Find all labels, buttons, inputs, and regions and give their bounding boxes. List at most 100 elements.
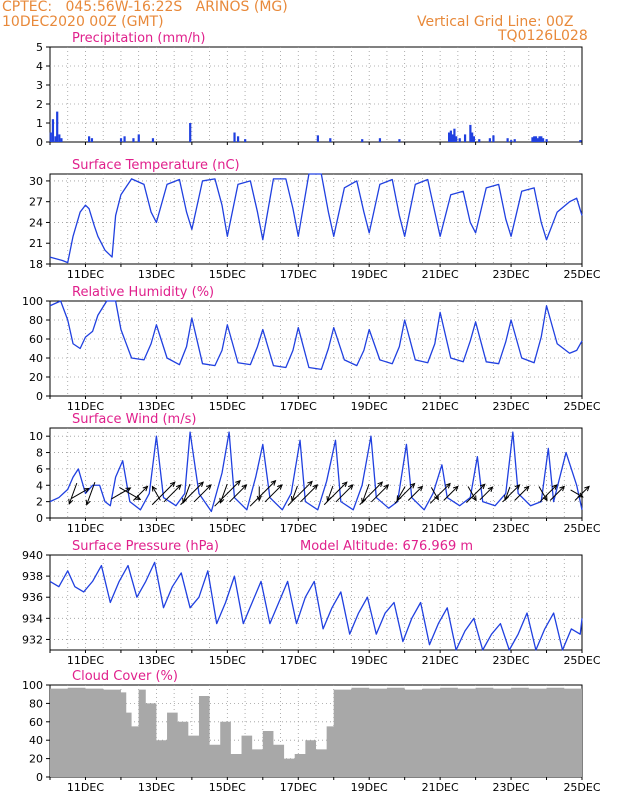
wind-arrow-shaft <box>407 486 423 501</box>
cloud-title: Cloud Cover (%) <box>72 669 178 684</box>
header-grid-line: Vertical Grid Line: 00Z <box>417 14 574 30</box>
precip-bar <box>361 139 364 142</box>
wind-arrow-shaft <box>502 484 520 503</box>
precip-bar <box>137 134 140 142</box>
humidity-ytick-label: 60 <box>29 333 43 346</box>
wind-arrow-head <box>277 484 283 490</box>
wind-arrow-head <box>559 485 566 492</box>
wind-xtick-label: 23DEC <box>493 522 530 535</box>
wind-arrow-head <box>169 481 176 488</box>
wind-arrow-shaft <box>291 485 298 502</box>
wind-arrow-shaft <box>504 486 511 501</box>
cloud-ytick-label: 100 <box>22 679 43 692</box>
temperature-xtick-label: 21DEC <box>422 268 459 281</box>
wind-xtick-label: 11DEC <box>67 522 104 535</box>
precip-bar <box>455 136 458 142</box>
precip-bar <box>536 138 539 142</box>
cloud-ytick-label: 20 <box>29 753 43 766</box>
wind-arrow-shaft <box>287 481 313 506</box>
wind-arrow-shaft <box>371 484 389 503</box>
wind-arrow-head <box>417 485 424 492</box>
wind-arrow-head <box>479 483 486 490</box>
precipitation-ytick-label: 0 <box>36 136 43 149</box>
wind-arrow-shaft <box>574 486 590 501</box>
wind-arrow-head <box>312 484 319 490</box>
humidity-line <box>49 300 583 371</box>
precip-bar <box>60 138 63 142</box>
humidity-ytick-label: 80 <box>29 314 43 327</box>
temperature-line <box>49 173 583 264</box>
precipitation-ytick-label: 3 <box>36 79 43 92</box>
precip-bar <box>88 136 91 142</box>
cloud-xtick-label: 23DEC <box>493 781 530 794</box>
precip-bar <box>56 111 59 142</box>
precip-bar <box>449 130 452 142</box>
pressure-ytick-label: 938 <box>22 570 43 583</box>
pressure-title: Surface Pressure (hPa) <box>72 539 219 554</box>
wind-arrow-shaft <box>359 481 383 506</box>
temperature-xtick-label: 13DEC <box>138 268 175 281</box>
header-init-time: 10DEC2020 00Z (GMT) <box>2 14 164 30</box>
header-model: TQ0126L028 <box>498 28 588 44</box>
humidity-xtick-label: 25DEC <box>563 400 600 413</box>
pressure-line <box>49 561 583 651</box>
wind-arrow-shaft <box>214 480 241 507</box>
wind-arrow-shaft <box>394 483 415 504</box>
precip-bar <box>531 137 534 142</box>
cloud-xtick-label: 13DEC <box>138 781 175 794</box>
precip-bar <box>90 138 94 142</box>
pressure-ytick-label: 932 <box>22 633 43 646</box>
precip-bar <box>51 119 55 142</box>
precip-bar <box>132 138 135 142</box>
temperature-ytick-label: 30 <box>29 175 43 188</box>
temperature-ytick-label: 24 <box>29 216 43 229</box>
cloud-xtick-label: 25DEC <box>563 781 600 794</box>
wind-arrow-head <box>198 481 204 488</box>
precip-bar <box>540 136 543 142</box>
humidity-ytick-label: 20 <box>29 371 43 384</box>
precipitation-ytick-label: 4 <box>36 60 43 73</box>
precip-bar <box>471 132 474 142</box>
wind-arrow-shaft <box>300 484 318 503</box>
wind-arrow-head <box>68 498 74 505</box>
precip-bar <box>233 132 236 142</box>
cloud-ytick-label: 80 <box>29 697 43 710</box>
wind-arrow-shaft <box>249 480 276 507</box>
wind-arrow-shaft <box>323 481 348 506</box>
wind-arrow-head <box>551 484 558 490</box>
wind-arrow-head <box>125 487 132 493</box>
wind-arrow-head <box>452 485 459 492</box>
wind-arrow-shaft <box>111 487 131 500</box>
precip-bar <box>469 124 472 142</box>
pressure-ytick-label: 934 <box>22 612 43 625</box>
wind-line <box>49 431 583 513</box>
precip-bar <box>398 139 401 142</box>
humidity-xtick-label: 15DEC <box>209 400 246 413</box>
precip-bar <box>472 136 476 142</box>
wind-ytick-label: 4 <box>36 479 43 492</box>
wind-arrow-shaft <box>430 487 439 500</box>
pressure-ytick-label: 940 <box>22 549 43 562</box>
pressure-xtick-label: 17DEC <box>280 654 317 667</box>
wind-arrow-head <box>514 484 521 490</box>
wind-arrow-shaft <box>538 486 548 501</box>
wind-arrow-shaft <box>539 484 558 503</box>
wind-arrow-head <box>142 485 149 492</box>
wind-arrow-shaft <box>264 484 283 503</box>
humidity-ytick-label: 100 <box>22 295 43 308</box>
cloud-xtick-label: 15DEC <box>209 781 246 794</box>
precip-bar <box>538 136 541 142</box>
precip-bar <box>451 134 454 142</box>
wind-arrow-head <box>584 485 590 492</box>
precip-bar <box>492 135 495 142</box>
pressure-xtick-label: 15DEC <box>209 654 246 667</box>
wind-arrow-shaft <box>467 486 477 501</box>
wind-arrow-shaft <box>549 486 565 501</box>
temperature-xtick-label: 17DEC <box>280 268 317 281</box>
wind-arrow-head <box>85 499 91 506</box>
wind-arrow-shaft <box>396 486 406 501</box>
cloud-ytick-label: 40 <box>29 734 43 747</box>
wind-arrow-shaft <box>335 484 354 503</box>
precip-bar <box>545 139 548 142</box>
